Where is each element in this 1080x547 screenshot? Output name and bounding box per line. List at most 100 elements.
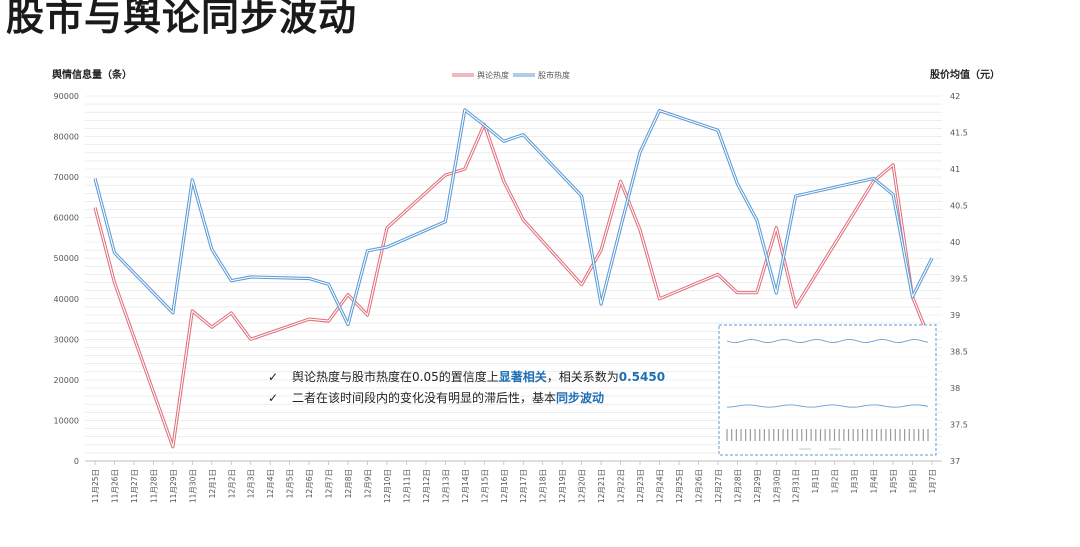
x-tick-label: 12月18日 bbox=[539, 469, 548, 503]
inset-x-label bbox=[861, 429, 864, 441]
x-tick-label: 12月25日 bbox=[675, 469, 684, 503]
inset-series-line bbox=[726, 404, 929, 408]
x-tick-label: 12月20日 bbox=[578, 469, 587, 503]
x-tick-label: 12月19日 bbox=[558, 469, 567, 503]
y-left-tick-label: 20000 bbox=[54, 376, 79, 385]
x-tick-label: 12月21日 bbox=[597, 469, 606, 503]
inset-x-label bbox=[745, 429, 747, 441]
x-tick-label: 12月6日 bbox=[305, 469, 314, 498]
y-left-tick-label: 90000 bbox=[54, 92, 79, 101]
legend-label: 舆论热度 bbox=[477, 70, 509, 80]
inset-x-label bbox=[801, 429, 803, 441]
x-tick-label: 12月28日 bbox=[733, 469, 742, 503]
y-left-tick-label: 30000 bbox=[54, 335, 79, 344]
x-tick-label: 12月10日 bbox=[383, 469, 392, 503]
x-tick-label: 11月30日 bbox=[188, 469, 197, 503]
inset-x-label bbox=[913, 429, 915, 441]
inset-x-label bbox=[819, 429, 822, 441]
inset-x-label bbox=[749, 429, 751, 441]
chart-legend: 舆论热度 股市热度 bbox=[452, 70, 570, 80]
x-tick-label: 1月6日 bbox=[909, 469, 918, 494]
legend-label: 股市热度 bbox=[538, 70, 570, 80]
x-tick-label: 12月17日 bbox=[519, 469, 528, 503]
note-highlight: 同步波动 bbox=[556, 390, 604, 405]
inset-x-label bbox=[829, 429, 831, 441]
inset-frame bbox=[718, 324, 937, 456]
note-highlight: 0.5450 bbox=[619, 370, 665, 384]
chart-axes: 0 10000 20000 30000 40000 50000 60000 70000 8000… bbox=[52, 68, 1000, 503]
inset-x-label bbox=[843, 429, 845, 441]
x-tick-label: 1月1日 bbox=[811, 469, 820, 494]
y-right-tick-label: 42 bbox=[950, 92, 960, 101]
inset-x-label bbox=[866, 429, 868, 441]
y-right-tick-label: 40 bbox=[950, 238, 960, 247]
inset-x-label bbox=[899, 429, 901, 441]
inset-x-label bbox=[731, 429, 733, 441]
x-tick-label: 12月22日 bbox=[617, 469, 626, 503]
x-tick-label: 12月29日 bbox=[753, 469, 762, 503]
note-line: 舆论热度与股市热度在0.05的置信度上显著相关，相关系数为0.5450 bbox=[292, 369, 665, 384]
x-tick-label: 12月27日 bbox=[714, 469, 723, 503]
y-left-tick-label: 0 bbox=[74, 457, 79, 466]
chart-series bbox=[93, 108, 934, 449]
x-tick-label: 1月3日 bbox=[850, 469, 859, 494]
x-tick-label: 12月1日 bbox=[208, 469, 217, 498]
x-tick-label: 11月29日 bbox=[169, 469, 178, 503]
x-tick-label: 11月28日 bbox=[149, 469, 158, 503]
inset-x-label bbox=[908, 429, 910, 441]
inset-x-label bbox=[763, 429, 765, 441]
inset-x-label bbox=[833, 429, 836, 441]
note-text: 二者在该时间段内的变化没有明显的滞后性，基本 bbox=[292, 390, 556, 405]
x-tick-label: 1月7日 bbox=[928, 469, 937, 494]
x-tick-label: 12月14日 bbox=[461, 469, 470, 503]
inset-x-label bbox=[754, 429, 756, 441]
y-right-tick-label: 37.5 bbox=[950, 421, 968, 430]
x-tick-label: 12月24日 bbox=[655, 469, 664, 503]
x-tick-label: 12月9日 bbox=[364, 469, 373, 498]
inset-x-label bbox=[894, 429, 896, 441]
x-tick-label: 12月7日 bbox=[325, 469, 334, 498]
note-text: ，相关系数为 bbox=[547, 369, 619, 384]
note-checkmark: ✓ bbox=[268, 370, 278, 384]
x-tick-label: 11月27日 bbox=[130, 469, 139, 503]
y-right-tick-label: 41 bbox=[950, 165, 960, 174]
x-tick-label: 11月25日 bbox=[91, 469, 100, 503]
series-line-left-inner bbox=[94, 123, 933, 448]
inset-x-label bbox=[791, 429, 794, 441]
x-tick-label: 12月4日 bbox=[266, 469, 275, 498]
inset-x-label bbox=[871, 429, 873, 441]
inset-x-label bbox=[824, 429, 826, 441]
x-tick-label: 12月3日 bbox=[247, 469, 256, 498]
x-tick-label: 12月12日 bbox=[422, 469, 431, 503]
inset-x-label bbox=[875, 429, 878, 441]
note-checkmark: ✓ bbox=[268, 391, 278, 405]
x-tick-label: 12月15日 bbox=[480, 469, 489, 503]
inset-x-label bbox=[805, 429, 808, 441]
inset-x-label bbox=[782, 429, 784, 441]
y-left-axis-title: 舆情信息量（条） bbox=[52, 68, 132, 81]
inset-x-label bbox=[796, 429, 798, 441]
inset-x-label bbox=[904, 429, 906, 441]
inset-x-label bbox=[922, 429, 924, 441]
y-left-tick-label: 10000 bbox=[54, 416, 79, 425]
inset-x-label bbox=[787, 429, 789, 441]
x-tick-label: 1月4日 bbox=[870, 469, 879, 494]
y-right-axis-title: 股价均值（元） bbox=[930, 68, 1000, 81]
x-tick-label: 12月30日 bbox=[772, 469, 781, 503]
note-text: 舆论热度与股市热度在0.05的置信度上 bbox=[292, 369, 499, 384]
page-title: 股市与舆论同步波动 bbox=[6, 0, 358, 39]
inset-x-label bbox=[880, 429, 882, 441]
x-tick-label: 12月2日 bbox=[227, 469, 236, 498]
x-tick-label: 12月16日 bbox=[500, 469, 509, 503]
x-tick-label: 12月5日 bbox=[286, 469, 295, 498]
y-left-tick-label: 80000 bbox=[54, 133, 79, 142]
inset-x-label bbox=[735, 429, 737, 441]
x-tick-label: 12月8日 bbox=[344, 469, 353, 498]
x-tick-label: 12月11日 bbox=[402, 469, 411, 503]
x-tick-label: 12月13日 bbox=[441, 469, 450, 503]
inset-x-label bbox=[927, 429, 929, 441]
y-left-tick-label: 40000 bbox=[54, 295, 79, 304]
y-left-tick-label: 50000 bbox=[54, 254, 79, 263]
inset-x-label bbox=[857, 429, 859, 441]
inset-x-label bbox=[815, 429, 817, 441]
